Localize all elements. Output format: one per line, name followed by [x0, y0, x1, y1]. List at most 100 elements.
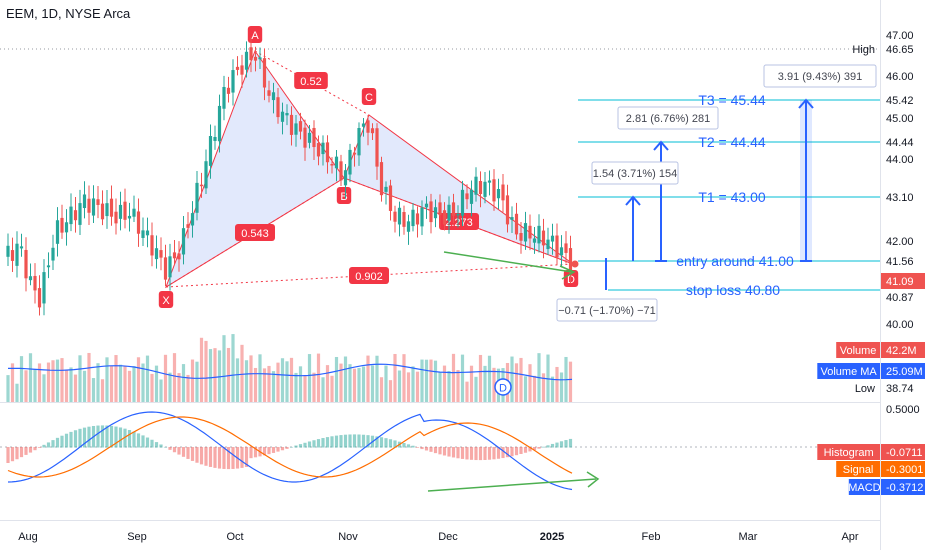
- volume-bar: [303, 375, 307, 402]
- volume-bar: [550, 376, 555, 402]
- t1-value-bg: [881, 189, 925, 205]
- price-axis[interactable]: 47.0046.0045.0044.0043.0042.0041.0040.00…: [817, 30, 925, 495]
- signal-label-bg: [836, 461, 880, 477]
- low-label: Low: [855, 383, 875, 395]
- candle-body: [253, 56, 258, 61]
- macd-histogram-bar: [321, 438, 325, 448]
- candle-body: [469, 189, 474, 204]
- macd-histogram-bar: [384, 438, 388, 448]
- volume-ma-value-bg: [881, 363, 925, 379]
- candle-body: [433, 207, 438, 219]
- macd-histogram-bar: [118, 427, 123, 448]
- measure-t3-arrow-head: [798, 98, 814, 109]
- volume-bar: [532, 375, 537, 402]
- volume-bar: [91, 378, 96, 402]
- volume-bar: [190, 359, 195, 402]
- chart-title[interactable]: EEM, 1D, NYSE Arca: [6, 6, 131, 21]
- candle-body: [528, 225, 532, 239]
- macd-histogram-bar: [451, 447, 456, 458]
- volume-label-bg: [836, 342, 880, 358]
- volume-bar: [348, 364, 352, 402]
- volume-bar: [316, 353, 321, 402]
- time-tick: Apr: [841, 531, 858, 543]
- macd-histogram-bar: [217, 447, 222, 469]
- candle-body: [100, 203, 105, 220]
- entry-value-bg: [881, 253, 925, 269]
- measure-stop-text: −0.71 (−1.70%) −71: [558, 305, 656, 317]
- candle-body: [316, 143, 321, 157]
- volume-bar: [366, 355, 370, 402]
- candle-body: [213, 136, 217, 141]
- macd-histogram-bar: [559, 441, 564, 448]
- macd-histogram-bar: [69, 431, 73, 448]
- candle-body: [231, 70, 235, 93]
- macd-histogram-bar: [60, 435, 64, 448]
- candle-body: [55, 220, 60, 244]
- candle-body: [208, 136, 213, 166]
- high-value: 46.65: [886, 44, 914, 56]
- volume-bar: [240, 344, 244, 402]
- volume-bar: [406, 372, 411, 402]
- candle-body: [51, 247, 55, 261]
- candle-body: [460, 189, 465, 216]
- candle-body: [235, 66, 240, 70]
- macd-histogram-bar: [96, 425, 100, 448]
- entry-label: entry around 41.00: [676, 253, 794, 269]
- volume-bar: [253, 367, 258, 402]
- macd-histogram-bar: [64, 433, 69, 448]
- ratio-xad-bg: [349, 267, 389, 284]
- volume-bar: [123, 365, 127, 402]
- ratio-bcd: 2.273: [445, 217, 473, 229]
- candle-body: [87, 198, 91, 213]
- candle-body: [357, 128, 361, 156]
- macd-histogram-bar: [105, 425, 109, 448]
- macd-histogram-bar: [303, 442, 307, 448]
- t3-label: T3 = 45.44: [698, 92, 766, 108]
- volume-bar: [478, 354, 483, 402]
- volume-bar: [267, 365, 271, 402]
- macd-histogram-bar: [555, 442, 559, 448]
- macd-histogram-bar: [375, 436, 379, 448]
- volume-bar: [19, 356, 24, 402]
- volume-bar: [195, 361, 199, 402]
- point-a-label: A: [251, 30, 259, 42]
- volume-bar: [438, 372, 442, 402]
- histogram-label: Histogram: [824, 447, 874, 459]
- candle-body: [388, 185, 393, 211]
- volume-bar: [159, 379, 163, 402]
- harmonic-pattern[interactable]: A X B C D 0.543 0.52 2.273 0.902: [158, 26, 579, 308]
- ratio-xab-bg: [235, 224, 275, 241]
- candle-body: [370, 128, 375, 134]
- time-axis[interactable]: Aug Sep Oct Nov Dec 2025 Feb Mar Apr: [18, 531, 859, 543]
- candle-body: [456, 213, 460, 216]
- t2-value: 44.44: [886, 137, 914, 149]
- last-value: 41.09: [886, 276, 914, 288]
- candle-body: [73, 210, 78, 221]
- candle-body: [10, 250, 15, 261]
- volume-label: Volume: [840, 345, 877, 357]
- macd-histogram-bar: [325, 437, 330, 448]
- candle-body: [330, 164, 334, 166]
- candle-body: [159, 250, 163, 258]
- macd-histogram-bar: [478, 447, 483, 461]
- volume-bar: [46, 362, 51, 402]
- volume-bar: [447, 370, 451, 402]
- volume-bar: [294, 372, 298, 402]
- high-value-bg: [881, 41, 925, 57]
- macd-histogram-bar: [141, 435, 145, 448]
- macd-histogram-bar: [483, 447, 487, 460]
- macd-histogram-bar: [393, 440, 397, 448]
- macd-histogram-bar: [222, 447, 226, 469]
- volume-bar: [460, 354, 465, 402]
- candle-body: [127, 215, 132, 219]
- volume-bar: [109, 365, 114, 402]
- volume-ma-value: 25.09M: [886, 366, 923, 378]
- macd-histogram-bar: [249, 447, 253, 459]
- volume-bar: [321, 377, 325, 402]
- macd-histogram-bar: [460, 447, 465, 459]
- candle-body: [424, 203, 429, 208]
- targets-group[interactable]: T3 = 45.44 T2 = 44.44 T1 = 43.00 entry arou…: [427, 64, 880, 492]
- macd-histogram-bar: [154, 442, 159, 448]
- macd-histogram-bar: [271, 447, 276, 453]
